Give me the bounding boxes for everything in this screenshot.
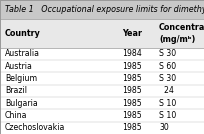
FancyBboxPatch shape [0,19,204,134]
Text: Bulgaria: Bulgaria [5,99,38,108]
Text: S 60: S 60 [159,62,176,71]
FancyBboxPatch shape [0,19,204,48]
Text: 24: 24 [159,86,174,95]
Text: 30: 30 [159,123,169,132]
Text: 1985: 1985 [122,86,142,95]
Text: Austria: Austria [5,62,33,71]
Text: 1985: 1985 [122,111,142,120]
Text: S 10: S 10 [159,111,176,120]
Text: 1985: 1985 [122,74,142,83]
Text: Concentrationᵇ
(mg/mᵇ): Concentrationᵇ (mg/mᵇ) [159,23,204,44]
Text: Brazil: Brazil [5,86,27,95]
Text: Table 1   Occupational exposure limits for dimethylformami: Table 1 Occupational exposure limits for… [5,5,204,14]
Text: 1984: 1984 [122,49,142,58]
Text: Australia: Australia [5,49,40,58]
Text: S 10: S 10 [159,99,176,108]
Text: 1985: 1985 [122,99,142,108]
Text: S 30: S 30 [159,49,176,58]
Text: Year: Year [122,29,142,38]
Text: China: China [5,111,28,120]
Text: Belgium: Belgium [5,74,37,83]
FancyBboxPatch shape [0,0,204,19]
Text: S 30: S 30 [159,74,176,83]
Text: 1985: 1985 [122,123,142,132]
Text: Country: Country [5,29,41,38]
Text: Czechoslovakia: Czechoslovakia [5,123,65,132]
Text: 1985: 1985 [122,62,142,71]
